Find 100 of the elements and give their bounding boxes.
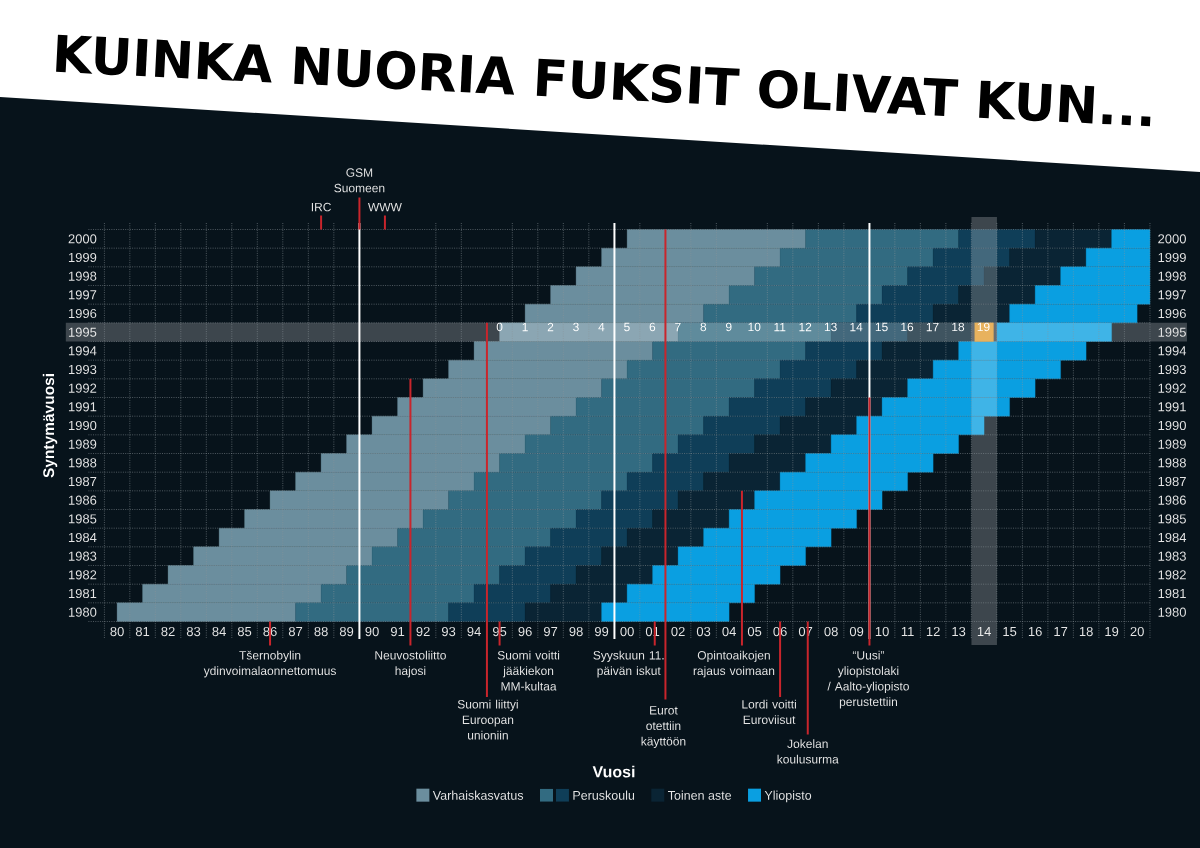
ref-line-label: Suomi voitti jääkiekon MM-kultaa [497, 650, 560, 691]
category-label: 1997 [1158, 290, 1186, 300]
y-tick-label: 1981 [68, 588, 97, 599]
category-label: 1998 [1158, 271, 1186, 281]
x-tick-label: 04 [722, 626, 736, 637]
category-label: 2000 [1158, 234, 1186, 244]
y-tick-label: 1998 [68, 271, 97, 281]
x-tick-label: 93 [441, 626, 456, 637]
category-label: 1983 [1158, 551, 1186, 561]
text: Vuosi [592, 765, 635, 778]
annotation: 12 [799, 322, 812, 332]
ref-line-label: Jokelan koulusurma [777, 739, 839, 764]
x-tick-label: 87 [288, 626, 303, 637]
chart-title: KUINKA NUORIA FUKSIT OLIVAT KUN... [56, 34, 1151, 127]
annotation: 18 [952, 322, 965, 332]
category-label: 1990 [1158, 420, 1186, 431]
legend-label: Peruskoulu [573, 790, 635, 800]
x-tick-label: 19 [1105, 626, 1119, 637]
y-tick-label: 1980 [68, 607, 97, 617]
x-tick-label: 20 [1130, 626, 1144, 637]
x-tick-label: 80 [110, 626, 124, 637]
x-tick-label: 96 [518, 626, 532, 637]
x-tick-label: 84 [212, 626, 226, 637]
y-tick-label: 1996 [68, 308, 97, 319]
x-tick-label: 82 [161, 626, 175, 637]
x-tick-label: 91 [390, 626, 405, 637]
y-tick-label: 2000 [68, 234, 97, 244]
y-tick-label: 1983 [68, 551, 97, 561]
x-tick-label: 05 [747, 626, 762, 637]
category-label: 1986 [1158, 495, 1186, 505]
legend-label: Yliopisto [764, 790, 812, 803]
category-label: 1991 [1158, 402, 1186, 412]
x-tick-label: 11 [901, 627, 914, 637]
x-tick-label: 09 [849, 626, 864, 637]
y-tick-label: 1997 [68, 290, 97, 300]
x-tick-label: 92 [416, 626, 430, 637]
y-tick-label: 1985 [68, 514, 97, 524]
x-tick-label: 02 [671, 626, 685, 637]
x-tick-label: 90 [365, 626, 379, 637]
x-tick-label: 14 [977, 627, 991, 637]
y-tick-label: 1991 [68, 402, 97, 412]
ref-line-label: GSM Suomeen [334, 168, 385, 193]
x-tick-label: 08 [824, 626, 838, 637]
x-tick-label: 18 [1079, 626, 1093, 637]
annotation: 17 [926, 322, 939, 332]
category-label: 1989 [1158, 439, 1186, 449]
annotation: 5 [624, 322, 630, 332]
x-tick-label: 83 [186, 626, 201, 637]
x-tick-label: 16 [1028, 626, 1042, 637]
x-tick-label: 10 [875, 626, 889, 637]
annotation: 10 [748, 322, 761, 332]
annotation: 3 [573, 322, 579, 332]
category-label: 1996 [1158, 308, 1186, 319]
ref-line-label: Tšernobylin ydinvoimalaonnettomuus [203, 650, 336, 678]
category-label: 1980 [1158, 607, 1186, 617]
category-label: 1992 [1158, 383, 1186, 393]
y-tick-label: 1992 [68, 383, 97, 393]
y-tick-label: 1993 [68, 364, 97, 375]
category-label: 1988 [1158, 458, 1186, 468]
y-tick-label: 1988 [68, 458, 97, 468]
y-tick-label: 1995 [68, 327, 97, 337]
category-label: 1987 [1158, 476, 1186, 487]
ref-line-label: Opintoaikojen rajaus voimaan [693, 650, 775, 678]
x-tick-label: 12 [926, 626, 940, 637]
y-axis-title: Syntymävuosi [42, 374, 58, 478]
legend-label: Varhaiskasvatus [432, 790, 524, 800]
x-tick-label: 15 [1003, 627, 1017, 637]
annotation: 1 [522, 322, 528, 332]
annotation: 9 [726, 322, 732, 332]
y-tick-label: 1984 [68, 532, 97, 543]
y-tick-label: 1989 [68, 439, 97, 449]
annotation: 13 [824, 322, 837, 332]
annotation: 11 [774, 322, 786, 332]
x-tick-label: 81 [135, 626, 150, 637]
annotation: 15 [875, 322, 888, 332]
x-tick-label: 00 [620, 626, 634, 637]
y-tick-label: 1994 [68, 346, 97, 356]
ref-line-label: IRC [311, 202, 331, 212]
x-tick-label: 17 [1054, 627, 1068, 637]
ref-line-label: WWW [367, 203, 402, 212]
category-label: 1993 [1158, 364, 1186, 375]
annotation: 4 [598, 322, 605, 332]
x-tick-label: 03 [696, 626, 711, 637]
ref-line-label: Syyskuun 11. päivän iskut [593, 650, 664, 678]
category-label: 1984 [1158, 532, 1187, 543]
legend-label: Toinen aste [667, 790, 732, 800]
annotation: 7 [675, 322, 681, 332]
category-label: 1982 [1158, 570, 1186, 580]
x-tick-label: 89 [339, 626, 354, 637]
category-label: 1994 [1158, 346, 1187, 356]
category-label: 1981 [1158, 588, 1186, 599]
ref-line-label: Neuvostoliitto hajosi [375, 650, 446, 678]
annotation: 19 [977, 322, 990, 332]
y-tick-label: 1990 [68, 420, 97, 431]
ref-line-label: Lordi voitti Euroviisut [742, 699, 796, 725]
annotation: 14 [850, 322, 863, 332]
y-tick-label: 1999 [68, 252, 97, 263]
annotation: 6 [649, 322, 656, 332]
y-tick-label: 1987 [68, 476, 97, 487]
x-tick-label: 97 [543, 626, 558, 637]
